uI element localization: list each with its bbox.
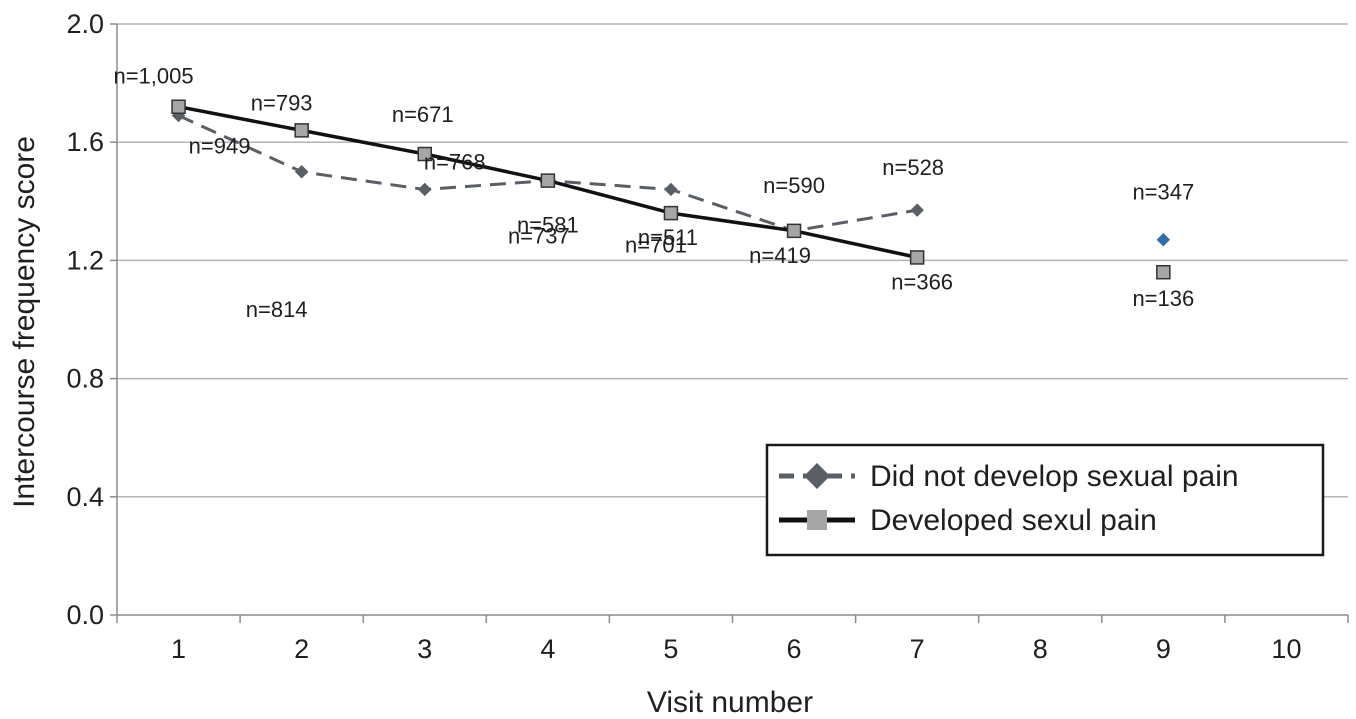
series-1-marker-x3 <box>417 146 432 162</box>
series-1-marker-x6 <box>786 223 802 239</box>
legend-marker-square <box>807 510 827 530</box>
legend-label-0: Did not develop sexual pain <box>870 460 1239 493</box>
data-label-s0-x2: n=814 <box>246 297 308 322</box>
legend-box <box>765 443 1325 557</box>
series-layer <box>171 99 1171 280</box>
data-label-s0-x9: n=347 <box>1132 180 1194 205</box>
y-tick-label-2.0: 2.0 <box>66 9 104 39</box>
data-label-s1-x5: n=511 <box>638 225 698 250</box>
data-label-s1-x6: n=419 <box>749 243 811 268</box>
data-label-s1-x1: n=1,005 <box>113 64 193 89</box>
series-0-marker-x7 <box>910 203 924 217</box>
series-0-marker-x2 <box>294 165 309 179</box>
series-1-marker-x2 <box>294 123 309 138</box>
series-0-marker-x3 <box>418 182 432 197</box>
series-1-marker-x5 <box>663 205 679 221</box>
series-0-marker-x9 <box>1156 233 1171 247</box>
y-tick-label-0.4: 0.4 <box>66 482 104 512</box>
x-tick-label-1: 1 <box>171 634 186 664</box>
x-tick-label-4: 4 <box>540 634 555 664</box>
x-tick-label-6: 6 <box>787 634 802 664</box>
series-1-marker-x1 <box>171 99 186 114</box>
x-axis-title: Visit number <box>647 686 813 719</box>
y-axis-title: Intercourse frequency score <box>8 136 41 508</box>
y-tick-label-1.2: 1.2 <box>66 245 104 275</box>
x-tick-label-2: 2 <box>294 634 309 664</box>
data-label-s0-x5: n=701 <box>625 232 687 257</box>
x-tick-label-5: 5 <box>663 634 678 664</box>
x-tick-label-10: 10 <box>1271 634 1301 664</box>
data-label-s1-x7: n=366 <box>891 269 953 294</box>
y-tick-label-0.0: 0.0 <box>66 600 104 630</box>
x-tick-label-8: 8 <box>1033 634 1048 664</box>
data-label-s1-x2: n=793 <box>251 90 313 115</box>
data-label-s1-x9: n=136 <box>1132 286 1194 311</box>
data-label-layer: n=949 n=814 n=768 n=737 n=701 n=590 n=528 n=347… <box>113 64 1194 322</box>
y-tick-label-0.8: 0.8 <box>66 364 104 394</box>
data-label-s0-x3: n=768 <box>424 149 486 174</box>
legend-label-1: Developed sexul pain <box>870 504 1157 537</box>
data-label-s0-x6: n=590 <box>763 173 825 198</box>
series-0-marker-x5 <box>664 182 678 197</box>
series-1-marker-x9 <box>1156 264 1171 280</box>
legend-entries: Did not develop sexual pain Developed sex… <box>779 460 1239 537</box>
data-label-s1-x3: n=671 <box>392 102 454 127</box>
data-label-s0-x7: n=528 <box>882 155 944 180</box>
data-label-s0-x4: n=737 <box>508 224 570 249</box>
x-tick-label-7: 7 <box>910 634 925 664</box>
axis-layer: 0.0 0.4 0.8 1.2 1.6 2.0 1 2 3 4 5 6 7 8 9 10 <box>66 9 1349 664</box>
y-tick-label-1.6: 1.6 <box>66 127 104 157</box>
series-1-marker-x7 <box>909 250 925 265</box>
data-label-s0-x1: n=949 <box>189 134 251 159</box>
legend-marker-diamond <box>804 463 830 489</box>
data-label-s1-x4: n=581 <box>517 213 579 238</box>
series-1-marker-x4 <box>540 173 556 188</box>
legend: Did not develop sexual pain Developed sex… <box>765 443 1325 557</box>
x-tick-label-9: 9 <box>1156 634 1171 664</box>
x-tick-label-3: 3 <box>417 634 432 664</box>
